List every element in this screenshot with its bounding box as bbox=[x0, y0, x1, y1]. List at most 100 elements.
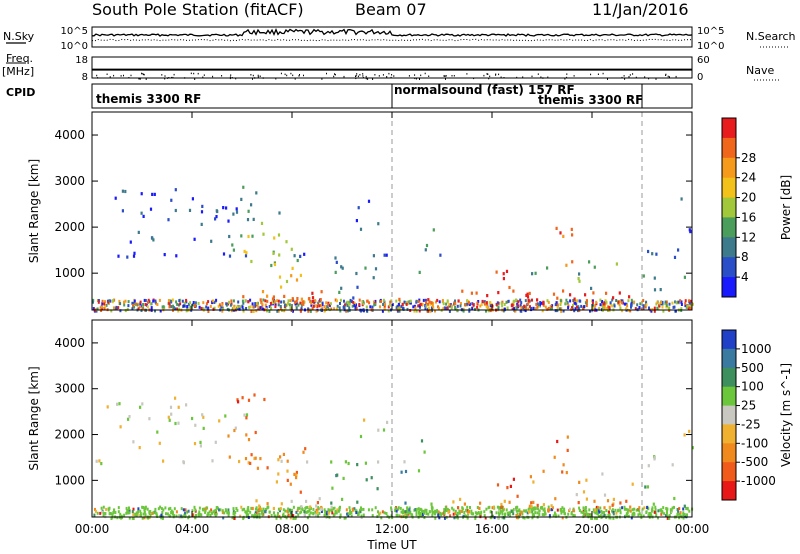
velocity-cell bbox=[575, 493, 578, 497]
velocity-cell bbox=[154, 507, 157, 511]
power-cell bbox=[502, 277, 505, 281]
power-cell bbox=[260, 221, 264, 225]
power-colorbar-swatch bbox=[722, 237, 736, 258]
power-cell bbox=[667, 306, 670, 310]
power-cell bbox=[598, 307, 601, 311]
power-cell bbox=[372, 254, 375, 258]
velocity-cell bbox=[110, 517, 113, 520]
velocity-cell bbox=[649, 512, 652, 515]
power-cell bbox=[334, 298, 337, 302]
power-cell bbox=[132, 304, 134, 307]
power-cell bbox=[680, 307, 683, 311]
velocity-cell bbox=[377, 460, 380, 464]
power-cell bbox=[240, 234, 243, 238]
power-cell bbox=[176, 302, 179, 306]
velocity-cell bbox=[477, 511, 480, 514]
velocity-cell bbox=[594, 516, 596, 520]
power-cell bbox=[601, 300, 603, 303]
velocity-cell bbox=[431, 514, 434, 518]
velocity-cell bbox=[182, 508, 185, 512]
power-cell bbox=[154, 299, 157, 303]
nave-point bbox=[390, 76, 392, 79]
power-cell bbox=[502, 272, 505, 276]
power-cell bbox=[658, 304, 661, 308]
velocity-cell bbox=[458, 511, 461, 515]
velocity-cell bbox=[635, 508, 638, 512]
power-cell bbox=[119, 302, 122, 306]
velocity-cell bbox=[598, 514, 600, 518]
velocity-cell bbox=[553, 455, 556, 459]
power-cell bbox=[347, 302, 350, 306]
velocity-cell bbox=[683, 514, 686, 518]
velocity-cell bbox=[511, 509, 514, 513]
power-cell bbox=[118, 299, 121, 303]
power-cell bbox=[288, 303, 291, 307]
power-cell bbox=[327, 301, 330, 305]
power-cell bbox=[630, 305, 632, 309]
power-cell bbox=[270, 306, 272, 310]
velocity-cell bbox=[525, 509, 528, 513]
power-cell bbox=[119, 309, 122, 313]
velocity-cell bbox=[541, 513, 544, 517]
velocity-cell bbox=[292, 516, 295, 520]
velocity-cell bbox=[527, 507, 530, 511]
power-cell bbox=[424, 298, 427, 302]
velocity-cell bbox=[227, 514, 230, 517]
nave-point bbox=[141, 72, 143, 75]
power-cell bbox=[351, 300, 353, 304]
power-cell bbox=[352, 296, 355, 300]
power-cell bbox=[214, 217, 217, 221]
nave-point bbox=[229, 77, 231, 80]
power-cell bbox=[570, 227, 573, 231]
velocity-cell bbox=[588, 508, 591, 512]
nave-point bbox=[498, 73, 500, 76]
velocity-cell bbox=[533, 514, 536, 518]
power-cell bbox=[476, 305, 479, 309]
velocity-cell bbox=[567, 512, 570, 516]
velocity-cell bbox=[254, 514, 257, 518]
velocity-cell bbox=[540, 506, 542, 510]
nave-point bbox=[173, 73, 175, 76]
velocity-cell bbox=[290, 514, 292, 518]
velocity-cell bbox=[673, 505, 675, 509]
power-cell bbox=[286, 303, 289, 307]
velocity-cell bbox=[226, 511, 229, 515]
power-cell bbox=[668, 302, 671, 306]
power-cell bbox=[272, 251, 275, 255]
velocity-cell bbox=[350, 514, 353, 518]
power-cell bbox=[547, 300, 550, 304]
velocity-cell bbox=[126, 509, 129, 513]
nave-point bbox=[362, 73, 364, 75]
velocity-cell bbox=[353, 507, 356, 511]
power-cell bbox=[571, 306, 573, 310]
power-cell bbox=[280, 285, 283, 289]
power-cell bbox=[374, 303, 377, 306]
power-cell bbox=[152, 299, 155, 303]
power-cell bbox=[140, 211, 143, 215]
power-cell bbox=[465, 302, 468, 306]
power-cell bbox=[422, 298, 425, 302]
velocity-cell bbox=[417, 507, 420, 511]
velocity-cell bbox=[443, 511, 446, 515]
velocity-cell bbox=[159, 505, 162, 509]
power-cell bbox=[296, 297, 299, 301]
velocity-cell bbox=[653, 456, 656, 460]
velocity-cell bbox=[295, 473, 298, 477]
velocity-cell bbox=[449, 514, 452, 518]
velocity-cell bbox=[256, 513, 259, 517]
power-colorbar-swatch bbox=[722, 257, 736, 278]
power-cell bbox=[572, 303, 574, 307]
velocity-cell bbox=[456, 513, 459, 517]
power-cell bbox=[159, 309, 162, 313]
velocity-cell bbox=[577, 501, 580, 505]
velocity-cell bbox=[119, 512, 122, 516]
power-cell bbox=[517, 300, 520, 304]
power-cell bbox=[225, 302, 228, 306]
power-cell bbox=[334, 256, 337, 260]
velocity-cell bbox=[593, 510, 596, 514]
velocity-cell bbox=[542, 508, 545, 512]
power-cell bbox=[468, 309, 471, 313]
velocity-cell bbox=[167, 415, 170, 419]
velocity-cell bbox=[604, 514, 607, 517]
nave-point bbox=[257, 76, 259, 78]
